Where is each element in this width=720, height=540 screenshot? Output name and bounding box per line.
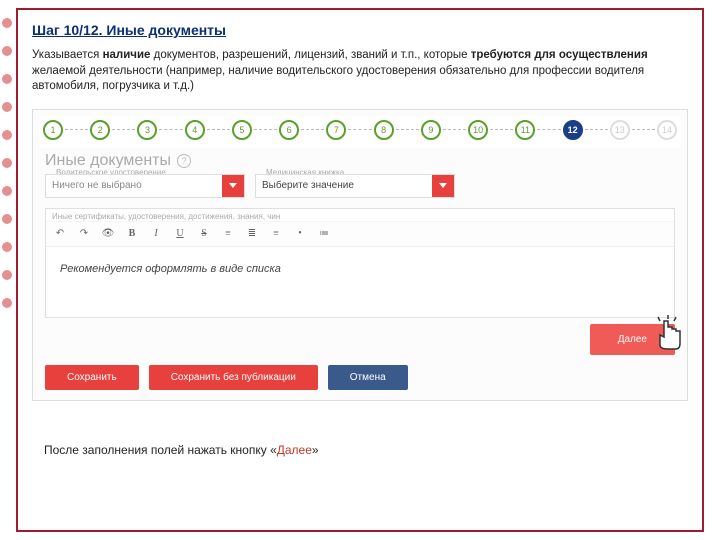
step-9[interactable]: 9 <box>421 120 441 140</box>
step-divider <box>443 129 466 130</box>
align-left-icon[interactable]: ≡ <box>220 226 236 242</box>
slide-frame: Шаг 10/12. Иные документы Указывается на… <box>16 8 704 532</box>
desc-part: Указывается <box>32 49 103 61</box>
help-icon[interactable]: ? <box>177 154 191 168</box>
step-indicator: 1234567891011121314 <box>39 116 681 148</box>
step-12[interactable]: 12 <box>563 120 583 140</box>
select-value: Ничего не выбрано <box>52 180 142 191</box>
step-divider <box>348 129 371 130</box>
step-divider <box>112 129 135 130</box>
field-driver-license: Водительское удостоверение Ничего не выб… <box>45 174 245 198</box>
field-medical-book: Медицинская книжка Выберите значение <box>255 174 455 198</box>
footer-part: » <box>312 443 319 457</box>
desc-part: документов, разрешений, лицензий, званий… <box>150 49 470 61</box>
select-medical-book[interactable]: Выберите значение <box>255 174 455 198</box>
bold-icon[interactable]: B <box>124 226 140 242</box>
step-divider <box>207 129 230 130</box>
next-button[interactable]: Далее <box>590 324 675 355</box>
description: Указывается наличие документов, разрешен… <box>32 48 688 95</box>
strike-icon[interactable]: S <box>196 226 212 242</box>
step-11[interactable]: 11 <box>515 120 535 140</box>
step-3[interactable]: 3 <box>137 120 157 140</box>
editor-label: Иные сертификаты, удостоверения, достиже… <box>46 209 674 221</box>
footer-part: После заполнения полей нажать кнопку « <box>44 443 277 457</box>
align-right-icon[interactable]: ≡ <box>268 226 284 242</box>
redo-icon[interactable]: ↷ <box>76 226 92 242</box>
step-14[interactable]: 14 <box>657 120 677 140</box>
desc-bold: требуются для осуществления <box>471 49 648 61</box>
step-divider <box>490 129 513 130</box>
rich-text-editor: Иные сертификаты, удостоверения, достиже… <box>45 208 675 318</box>
step-8[interactable]: 8 <box>374 120 394 140</box>
app-screenshot-panel: 1234567891011121314 Иные документы ? Вод… <box>32 109 688 401</box>
preview-icon[interactable]: 👁 <box>100 226 116 242</box>
step-1[interactable]: 1 <box>43 120 63 140</box>
step-13[interactable]: 13 <box>610 120 630 140</box>
chevron-down-icon[interactable] <box>432 175 454 197</box>
step-divider <box>159 129 182 130</box>
decorative-strip <box>0 0 14 540</box>
desc-bold: наличие <box>103 49 151 61</box>
list-number-icon[interactable]: ≔ <box>316 226 332 242</box>
step-5[interactable]: 5 <box>232 120 252 140</box>
step-divider <box>537 129 560 130</box>
step-divider <box>632 129 655 130</box>
step-divider <box>254 129 277 130</box>
step-7[interactable]: 7 <box>326 120 346 140</box>
cancel-button[interactable]: Отмена <box>328 365 408 390</box>
underline-icon[interactable]: U <box>172 226 188 242</box>
footer-red: Далее <box>277 443 312 457</box>
align-center-icon[interactable]: ≣ <box>244 226 260 242</box>
page-title: Шаг 10/12. Иные документы <box>32 22 688 38</box>
chevron-down-icon[interactable] <box>222 175 244 197</box>
desc-part: желаемой деятельности (например, наличие… <box>32 65 644 93</box>
step-divider <box>301 129 324 130</box>
next-row: Далее <box>39 318 681 359</box>
step-4[interactable]: 4 <box>185 120 205 140</box>
step-divider <box>585 129 608 130</box>
list-bullet-icon[interactable]: • <box>292 226 308 242</box>
italic-icon[interactable]: I <box>148 226 164 242</box>
step-divider <box>396 129 419 130</box>
save-button[interactable]: Сохранить <box>45 365 139 390</box>
step-6[interactable]: 6 <box>279 120 299 140</box>
undo-icon[interactable]: ↶ <box>52 226 68 242</box>
footer-note: После заполнения полей нажать кнопку «Да… <box>44 443 688 457</box>
step-2[interactable]: 2 <box>90 120 110 140</box>
action-buttons-row: Сохранить Сохранить без публикации Отмен… <box>39 359 681 390</box>
step-divider <box>65 129 88 130</box>
save-no-publish-button[interactable]: Сохранить без публикации <box>149 365 318 390</box>
editor-toolbar: ↶ ↷ 👁 BIUS ≡ ≣ ≡ • ≔ <box>46 221 674 247</box>
select-driver-license[interactable]: Ничего не выбрано <box>45 174 245 198</box>
editor-body[interactable]: Рекомендуется оформлять в виде списка <box>46 247 674 317</box>
step-10[interactable]: 10 <box>468 120 488 140</box>
select-value: Выберите значение <box>262 180 354 191</box>
field-row: Водительское удостоверение Ничего не выб… <box>39 174 681 204</box>
